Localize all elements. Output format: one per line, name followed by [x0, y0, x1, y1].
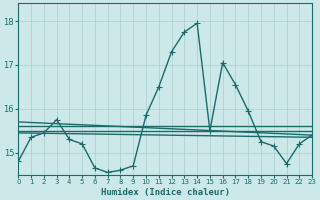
X-axis label: Humidex (Indice chaleur): Humidex (Indice chaleur) — [101, 188, 230, 197]
